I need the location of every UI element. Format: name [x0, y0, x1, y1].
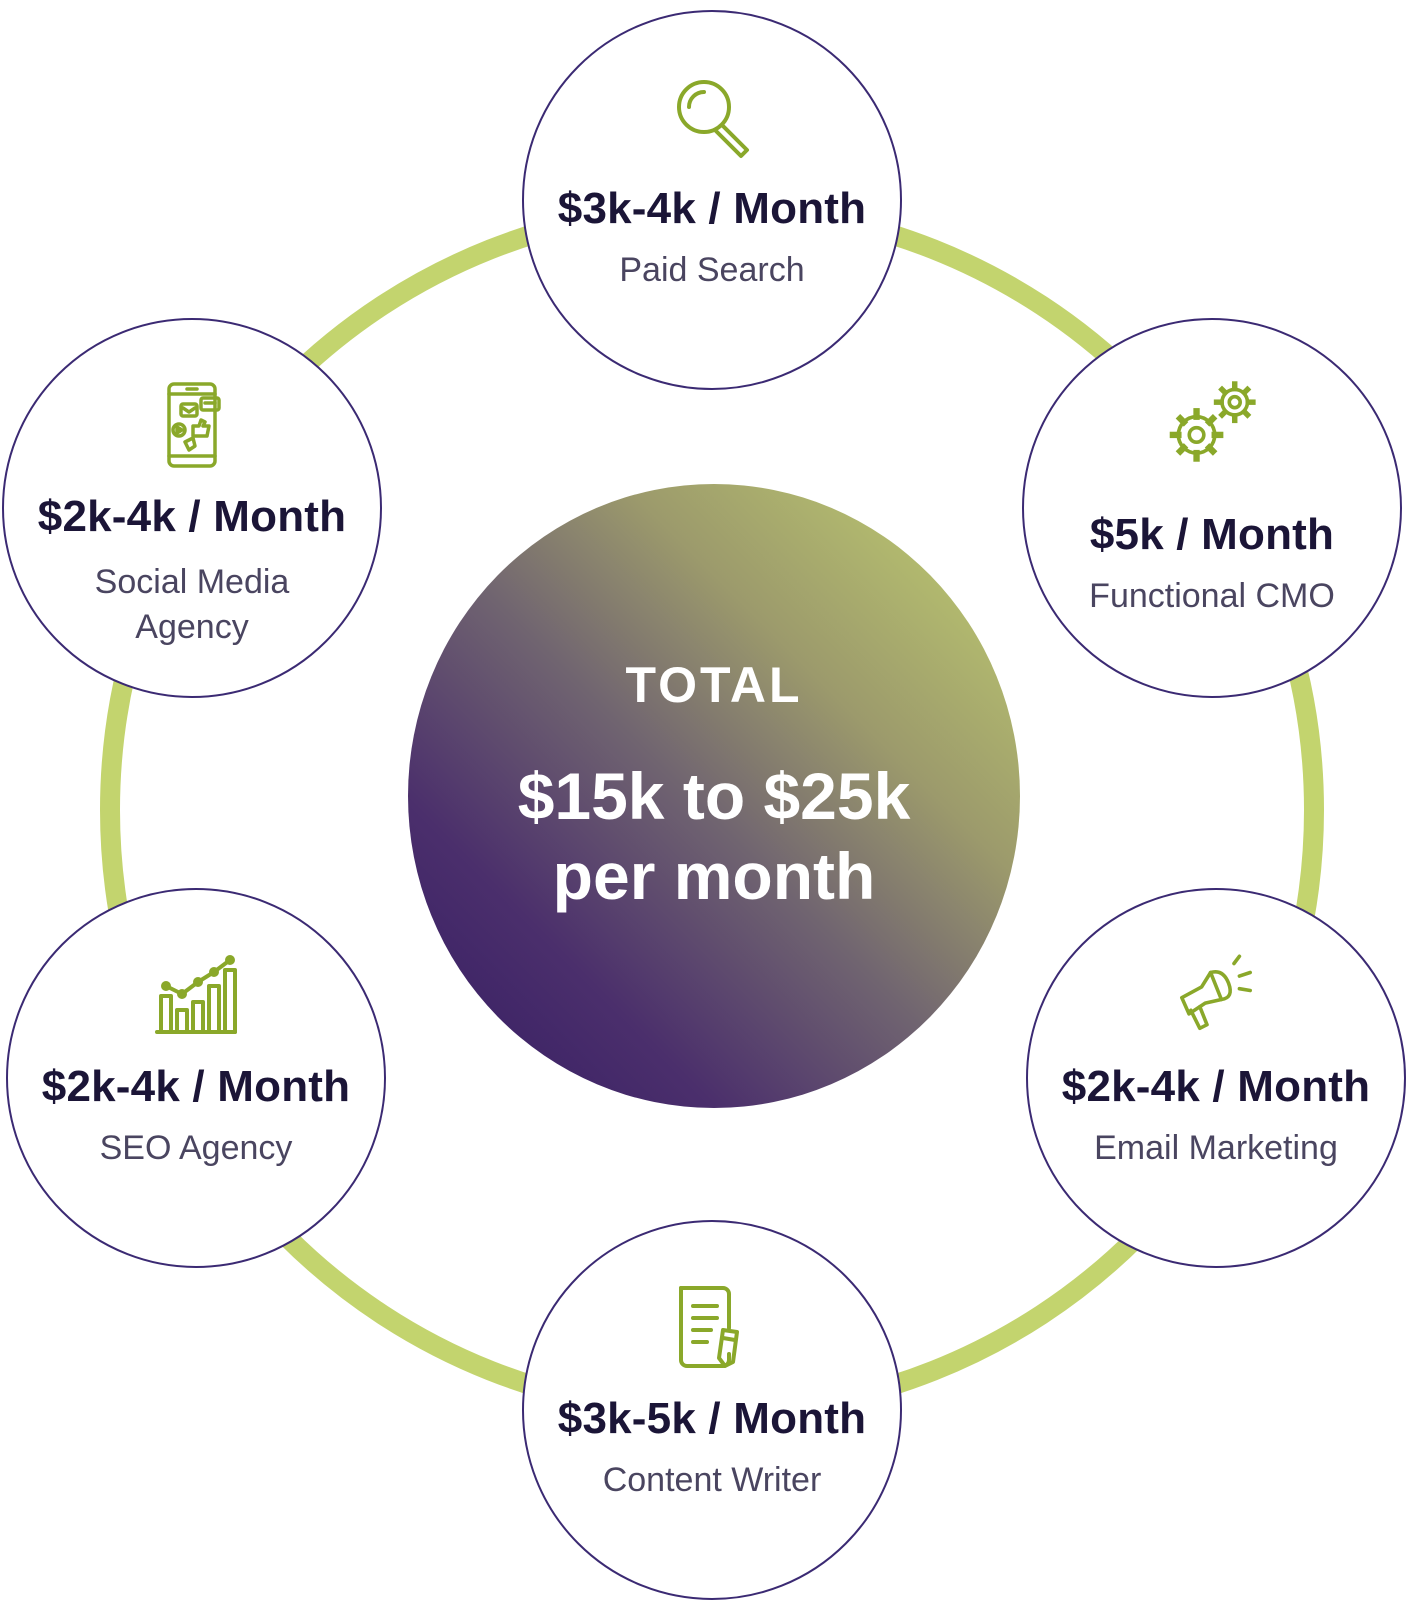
service-node-functional-cmo: $5k / Month Functional CMO [1022, 318, 1402, 698]
email-marketing-price: $2k-4k / Month [1061, 1062, 1371, 1111]
service-node-paid-search: $3k-4k / Month Paid Search [522, 10, 902, 390]
service-node-seo-agency: $2k-4k / Month SEO Agency [6, 888, 386, 1268]
service-node-content-writer: $3k-5k / Month Content Writer [522, 1220, 902, 1600]
service-node-social-media-agency: $2k-4k / Month Social Media Agency [2, 318, 382, 698]
seo-agency-label: SEO Agency [99, 1129, 293, 1167]
magnifier-icon [677, 80, 749, 158]
seo-agency-price: $2k-4k / Month [41, 1062, 351, 1111]
document-pen-icon [679, 1286, 739, 1368]
total-period: per month [552, 839, 876, 913]
paid-search-price: $3k-4k / Month [557, 184, 867, 233]
content-writer-price: $3k-5k / Month [557, 1394, 867, 1443]
total-circle: TOTAL $15k to $25k per month [408, 484, 1020, 1108]
total-amount: $15k to $25k [517, 759, 911, 833]
functional-cmo-price: $5k / Month [1089, 510, 1335, 559]
service-node-email-marketing: $2k-4k / Month Email Marketing [1026, 888, 1406, 1268]
functional-cmo-label: Functional CMO [1089, 577, 1335, 615]
total-label: TOTAL [625, 657, 803, 713]
social-media-label: Social Media Agency [94, 563, 290, 646]
social-media-price: $2k-4k / Month [37, 492, 347, 541]
email-marketing-label: Email Marketing [1094, 1129, 1338, 1167]
content-writer-label: Content Writer [602, 1461, 822, 1499]
megaphone-icon [1180, 954, 1252, 1031]
gears-icon [1169, 381, 1256, 462]
paid-search-label: Paid Search [619, 251, 805, 289]
bar-chart-icon [155, 955, 237, 1034]
smartphone-social-icon [167, 382, 221, 468]
